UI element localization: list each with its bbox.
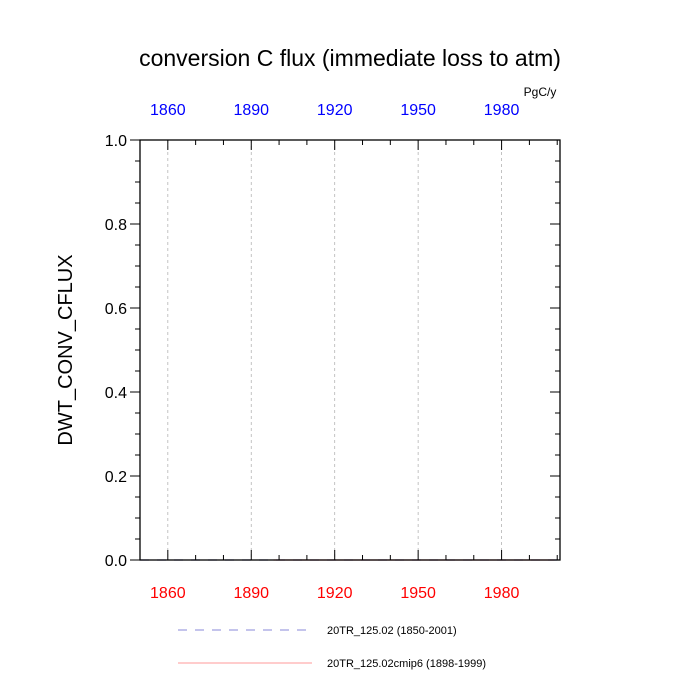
x-tick-label-bottom-1860: 1860	[150, 585, 186, 602]
legend-label-2: 20TR_125.02cmip6 (1898-1999)	[327, 658, 486, 670]
units-label: PgC/y	[524, 85, 557, 99]
legend: 20TR_125.02 (1850-2001) 20TR_125.02cmip6 …	[178, 625, 486, 670]
legend-label-1: 20TR_125.02 (1850-2001)	[327, 625, 457, 637]
y-tick-label-5: 1.0	[105, 133, 127, 150]
tick-marks	[130, 139, 560, 561]
plot-frame	[139, 139, 561, 561]
x-tick-label-top-1980: 1980	[484, 102, 520, 119]
x-tick-label-bottom-1920: 1920	[317, 585, 353, 602]
y-tick-label-1: 0.2	[105, 469, 127, 486]
y-tick-label-4: 0.8	[105, 217, 127, 234]
x-tick-label-top-1890: 1890	[233, 102, 269, 119]
x-tick-label-bottom-1980: 1980	[484, 585, 520, 602]
x-tick-label-top-1920: 1920	[317, 102, 353, 119]
y-tick-label-0: 0.0	[105, 553, 127, 570]
y-axis-label: DWT_CONV_CFLUX	[55, 254, 77, 445]
x-tick-label-top-1950: 1950	[400, 102, 436, 119]
y-tick-label-3: 0.6	[105, 301, 127, 318]
x-tick-label-bottom-1950: 1950	[400, 585, 436, 602]
chart-title: conversion C flux (immediate loss to atm…	[139, 45, 561, 71]
x-tick-label-top-1860: 1860	[150, 102, 186, 119]
grid-lines	[167, 140, 502, 560]
tick-labels: 1860 1860 1890 1890 1920 1920 1950 1950 1980 1980…	[105, 102, 520, 602]
x-tick-label-bottom-1890: 1890	[233, 585, 269, 602]
y-tick-label-2: 0.4	[105, 385, 127, 402]
